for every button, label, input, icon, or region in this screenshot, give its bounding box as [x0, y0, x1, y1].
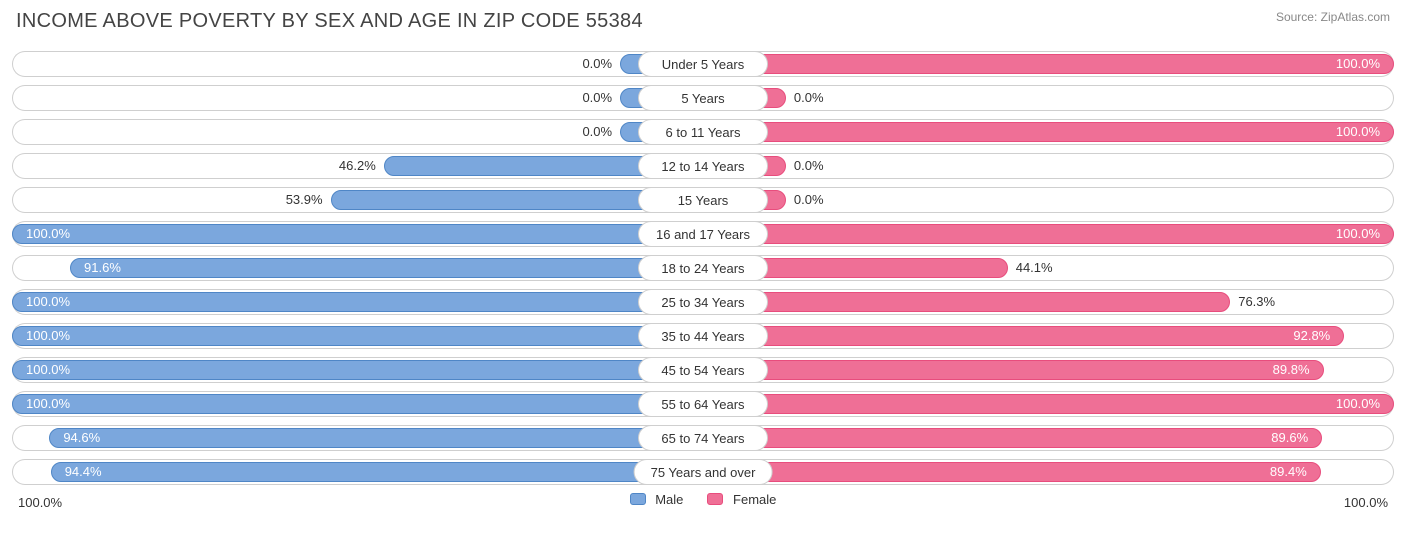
category-label: 18 to 24 Years — [638, 255, 768, 281]
axis-right-label: 100.0% — [1344, 495, 1388, 510]
legend: Male Female — [12, 492, 1394, 507]
chart-row: 100.0% 92.8% 35 to 44 Years — [12, 323, 1394, 349]
axis-left-label: 100.0% — [18, 495, 62, 510]
value-female: 100.0% — [1336, 391, 1380, 417]
value-female: 89.4% — [1270, 459, 1307, 485]
legend-female-label: Female — [733, 492, 776, 507]
value-male: 94.6% — [63, 425, 100, 451]
header: INCOME ABOVE POVERTY BY SEX AND AGE IN Z… — [12, 10, 1394, 51]
value-male: 91.6% — [84, 255, 121, 281]
bar-male — [49, 428, 703, 448]
category-label: 75 Years and over — [634, 459, 773, 485]
value-male: 100.0% — [26, 357, 70, 383]
bar-female — [703, 326, 1344, 346]
value-male: 53.9% — [286, 187, 323, 213]
category-label: 65 to 74 Years — [638, 425, 768, 451]
chart-row: 0.0% 100.0% 6 to 11 Years — [12, 119, 1394, 145]
category-label: 5 Years — [638, 85, 768, 111]
bar-female — [703, 462, 1321, 482]
bar-male — [12, 394, 703, 414]
category-label: 45 to 54 Years — [638, 357, 768, 383]
value-female: 92.8% — [1293, 323, 1330, 349]
category-label: 25 to 34 Years — [638, 289, 768, 315]
legend-male: Male — [630, 492, 684, 507]
value-female: 0.0% — [794, 187, 824, 213]
bar-male — [12, 224, 703, 244]
value-female: 100.0% — [1336, 221, 1380, 247]
chart-row: 94.6% 89.6% 65 to 74 Years — [12, 425, 1394, 451]
female-swatch-icon — [707, 493, 723, 505]
category-label: 12 to 14 Years — [638, 153, 768, 179]
value-female: 76.3% — [1238, 289, 1275, 315]
legend-female: Female — [707, 492, 776, 507]
bar-male — [12, 326, 703, 346]
male-swatch-icon — [630, 493, 646, 505]
chart-row: 100.0% 76.3% 25 to 34 Years — [12, 289, 1394, 315]
value-male: 100.0% — [26, 221, 70, 247]
value-male: 100.0% — [26, 289, 70, 315]
chart-row: 100.0% 100.0% 16 and 17 Years — [12, 221, 1394, 247]
bar-male — [51, 462, 703, 482]
chart-row: 91.6% 44.1% 18 to 24 Years — [12, 255, 1394, 281]
chart-row: 100.0% 89.8% 45 to 54 Years — [12, 357, 1394, 383]
bar-male — [12, 360, 703, 380]
bar-female — [703, 224, 1394, 244]
value-female: 89.8% — [1273, 357, 1310, 383]
value-male: 100.0% — [26, 391, 70, 417]
value-female: 44.1% — [1016, 255, 1053, 281]
value-female: 0.0% — [794, 85, 824, 111]
bar-female — [703, 54, 1394, 74]
value-female: 100.0% — [1336, 51, 1380, 77]
chart-row: 100.0% 100.0% 55 to 64 Years — [12, 391, 1394, 417]
bar-female — [703, 428, 1322, 448]
value-female: 100.0% — [1336, 119, 1380, 145]
value-male: 0.0% — [582, 51, 612, 77]
value-male: 46.2% — [339, 153, 376, 179]
bar-female — [703, 122, 1394, 142]
bar-female — [703, 394, 1394, 414]
chart-title: INCOME ABOVE POVERTY BY SEX AND AGE IN Z… — [16, 10, 643, 33]
chart-row: 0.0% 0.0% 5 Years — [12, 85, 1394, 111]
value-female: 0.0% — [794, 153, 824, 179]
chart-row: 53.9% 0.0% 15 Years — [12, 187, 1394, 213]
category-label: 15 Years — [638, 187, 768, 213]
category-label: 35 to 44 Years — [638, 323, 768, 349]
bar-female — [703, 360, 1324, 380]
legend-male-label: Male — [655, 492, 683, 507]
bar-male — [70, 258, 703, 278]
value-male: 94.4% — [65, 459, 102, 485]
value-female: 89.6% — [1271, 425, 1308, 451]
category-label: 6 to 11 Years — [638, 119, 768, 145]
source-label: Source: ZipAtlas.com — [1276, 10, 1390, 24]
value-male: 100.0% — [26, 323, 70, 349]
category-label: Under 5 Years — [638, 51, 768, 77]
bar-female — [703, 292, 1230, 312]
diverging-bar-chart: 0.0%100.0%Under 5 Years0.0%0.0%5 Years0.… — [12, 51, 1394, 485]
chart-row: 0.0% 100.0% Under 5 Years — [12, 51, 1394, 77]
category-label: 55 to 64 Years — [638, 391, 768, 417]
bar-male — [12, 292, 703, 312]
value-male: 0.0% — [582, 85, 612, 111]
category-label: 16 and 17 Years — [638, 221, 768, 247]
chart-container: INCOME ABOVE POVERTY BY SEX AND AGE IN Z… — [0, 0, 1406, 559]
value-male: 0.0% — [582, 119, 612, 145]
chart-row: 46.2% 0.0% 12 to 14 Years — [12, 153, 1394, 179]
chart-row: 94.4% 89.4% 75 Years and over — [12, 459, 1394, 485]
